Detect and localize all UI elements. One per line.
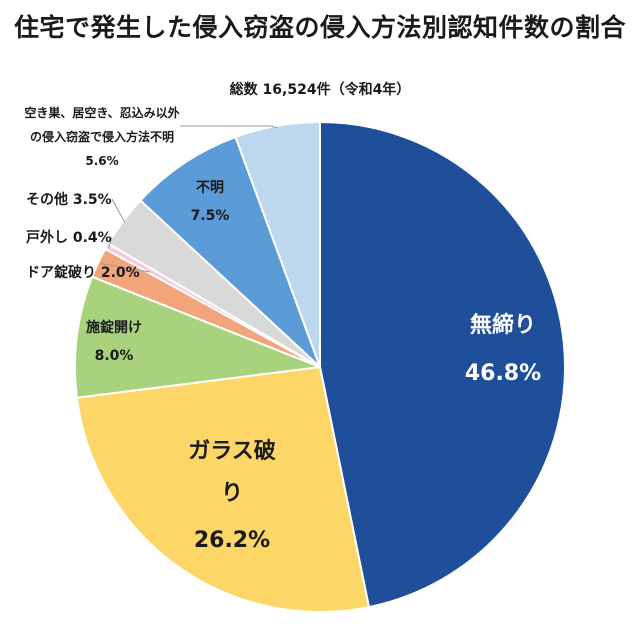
pie-slice-mushimari xyxy=(319,120,566,609)
leader-to-hazushi xyxy=(108,236,113,248)
label-hokano-fumei-1: 空き巣、居空き、忍込み以外 xyxy=(24,105,179,120)
label-glass-value: 26.2% xyxy=(194,528,270,553)
pie-slice-fumei xyxy=(138,135,321,368)
pie-slice-glass-hamari xyxy=(75,365,371,613)
label-fumei-value: 7.5% xyxy=(191,208,230,224)
label-sejou-value: 8.0% xyxy=(95,348,134,364)
pie-slice-hokano-fumei xyxy=(234,120,321,368)
label-glass-name-1: ガラス破 xyxy=(188,438,276,464)
label-mushimari-name: 無締り xyxy=(470,312,536,338)
label-hokano-fumei-2: の侵入窃盗で侵入方法不明 xyxy=(30,129,174,144)
leader-sonota xyxy=(111,198,126,223)
label-hokano-fumei-value: 5.6% xyxy=(85,154,118,168)
chart-subtitle: 総数 16,524件（令和4年） xyxy=(229,82,411,98)
label-sonota: その他 3.5% xyxy=(26,191,112,208)
leader-lines xyxy=(100,125,278,273)
pie-slice-sejou-ake xyxy=(74,275,321,399)
label-to-hazushi: 戸外し 0.4% xyxy=(26,229,112,246)
label-glass-name-2: り xyxy=(221,481,243,506)
label-fumei-name: 不明 xyxy=(196,180,224,196)
chart-title: 住宅で発生した侵入窃盗の侵入方法別認知件数の割合 xyxy=(13,13,626,42)
label-sejou-name: 施錠開け xyxy=(86,319,142,336)
leader-door-jou xyxy=(100,263,151,273)
label-mushimari-value: 46.8% xyxy=(465,361,541,386)
leader-hokano-fumei xyxy=(180,125,278,129)
label-door-jou: ドア錠破り 2.0% xyxy=(26,264,140,281)
pie-slices xyxy=(74,120,566,613)
